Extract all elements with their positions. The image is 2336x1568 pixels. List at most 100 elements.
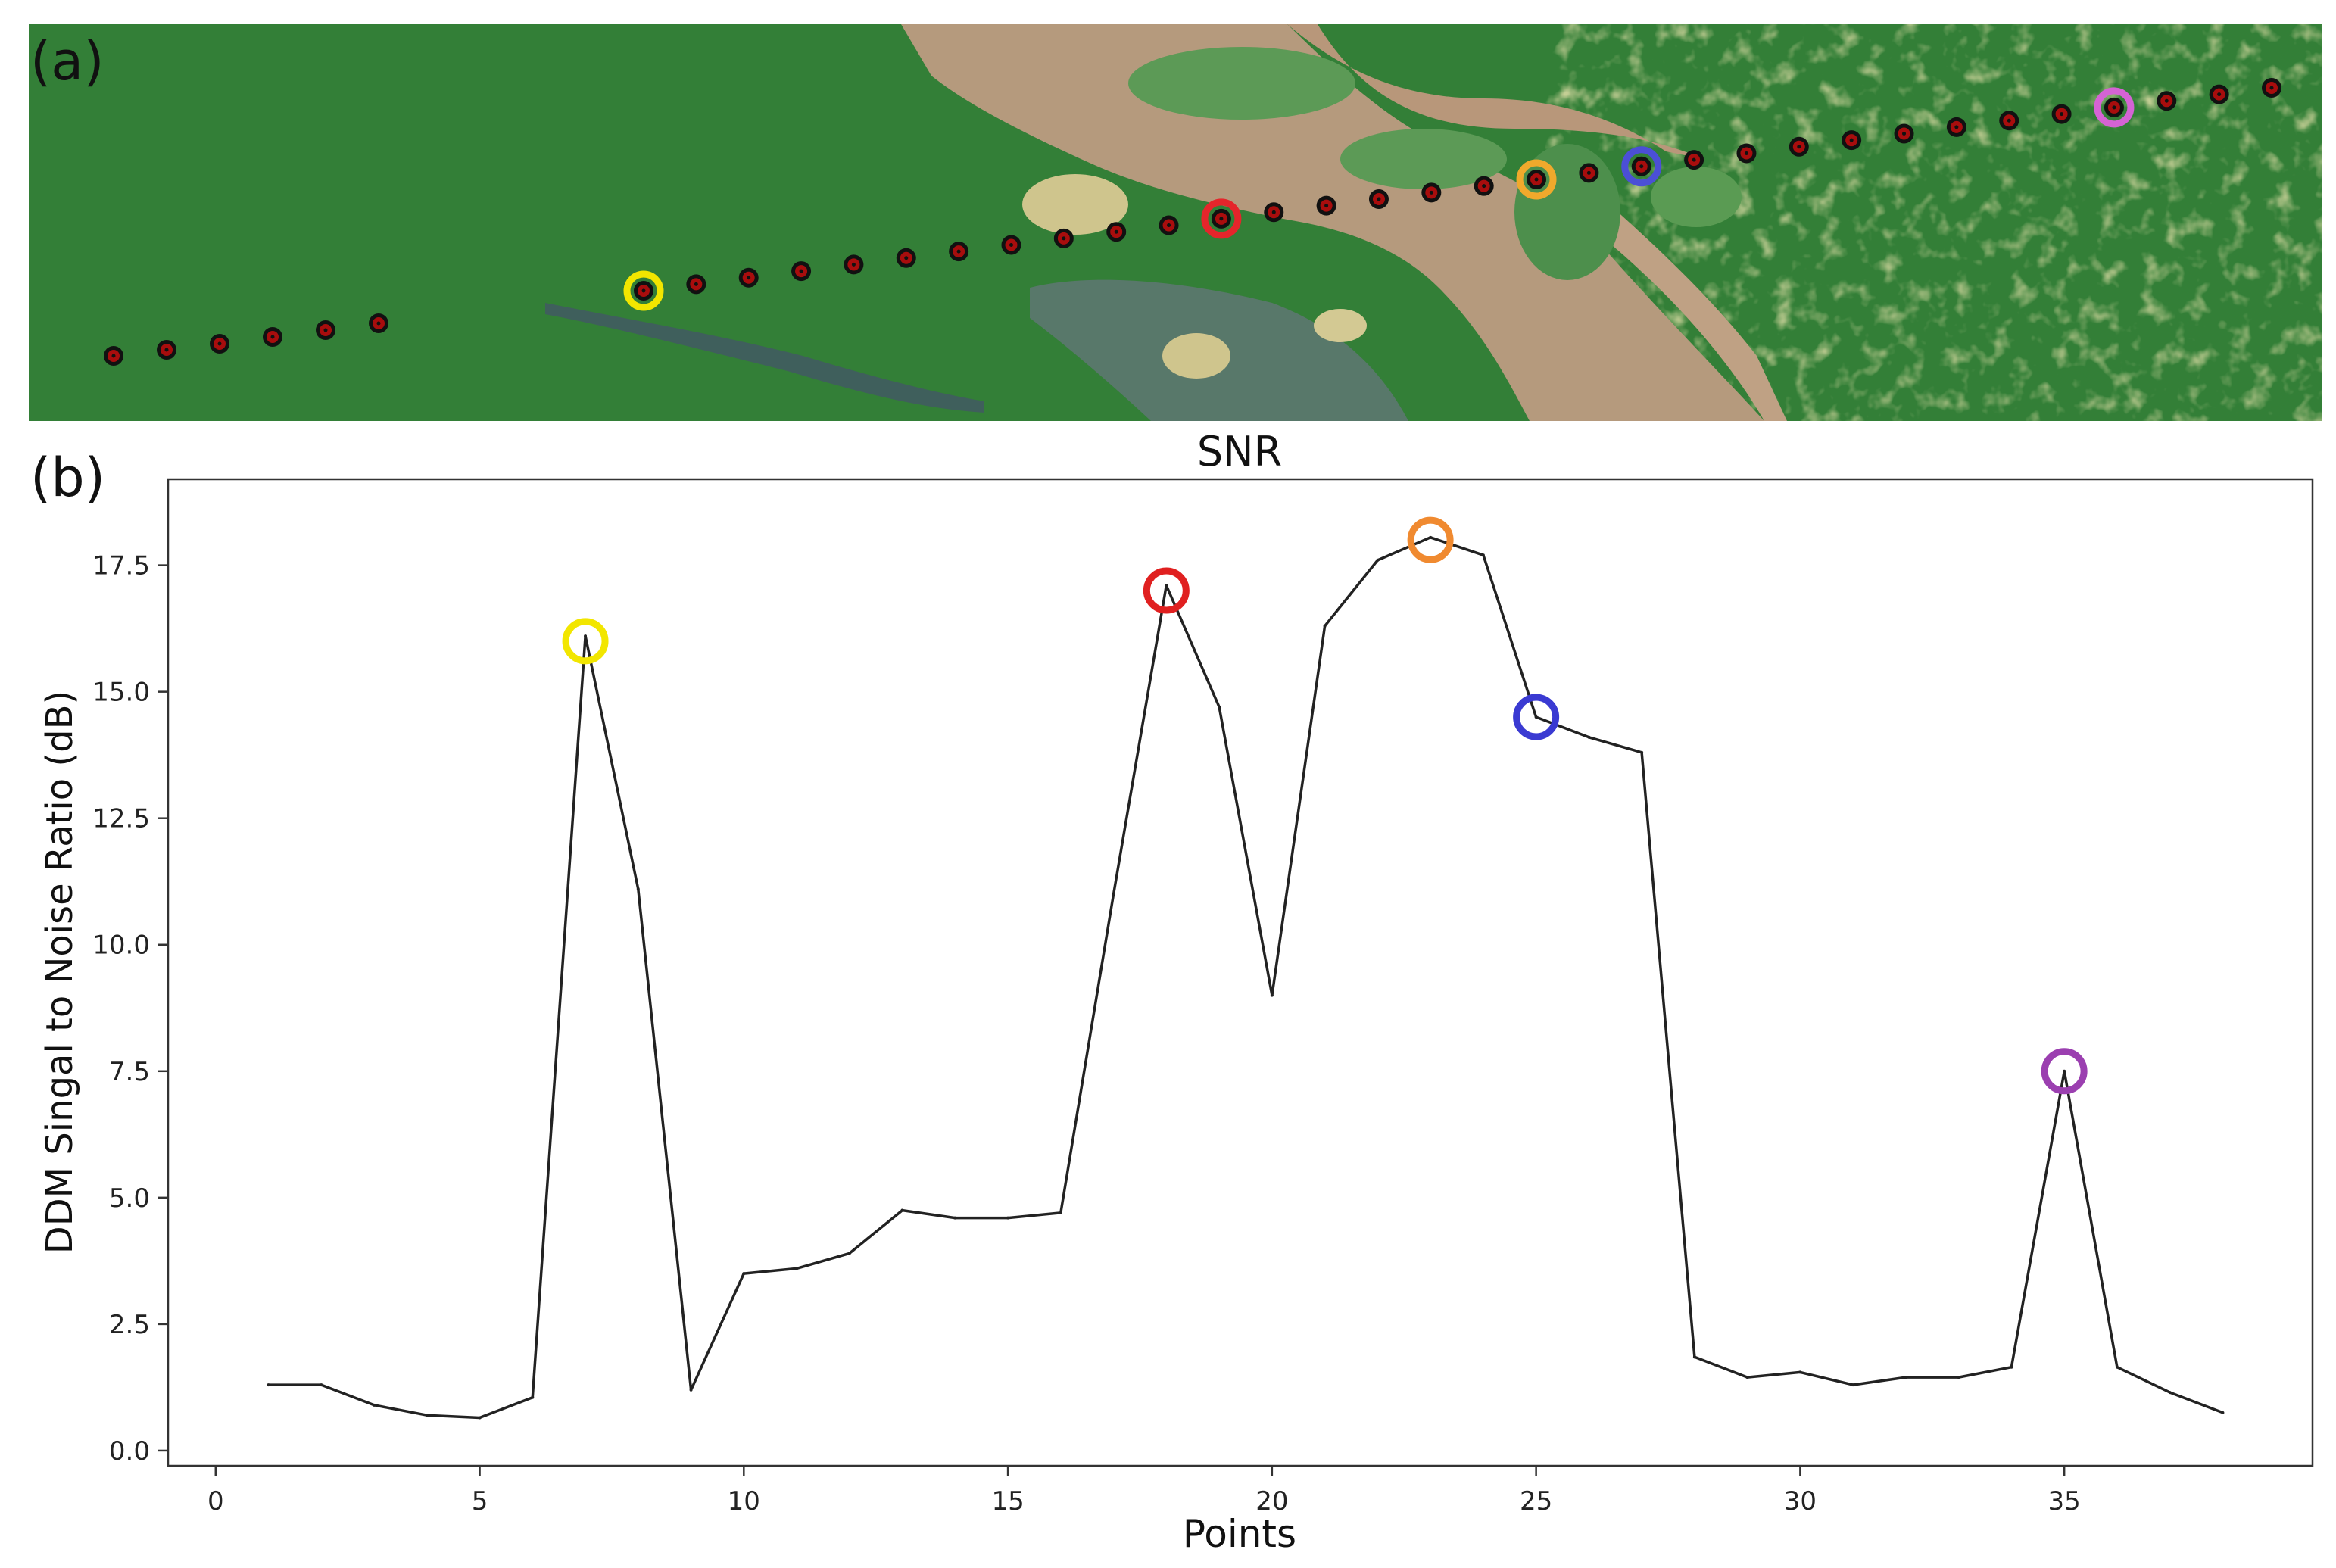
highlight-circle: [2041, 1048, 2088, 1095]
track-point-center: [1692, 157, 1696, 162]
track-point-center: [956, 249, 961, 254]
track-point-center: [323, 328, 328, 332]
snr-point: [1798, 1370, 1802, 1374]
snr-point: [1851, 1383, 1855, 1387]
snr-point: [320, 1383, 323, 1387]
snr-point: [1640, 750, 1644, 754]
ground-track-points: [104, 78, 2281, 366]
snr-point: [1429, 535, 1433, 539]
highlight-circle: [1513, 694, 1560, 740]
track-point-center: [1797, 145, 1801, 149]
chart-title: SNR: [1197, 428, 1282, 475]
track-point-center: [1482, 184, 1486, 189]
snr-point: [373, 1403, 376, 1407]
snr-point: [1112, 892, 1115, 896]
track-point-center: [1586, 170, 1591, 175]
snr-point: [953, 1216, 957, 1220]
panel-label-b: (b): [30, 447, 105, 509]
y-tick-label: 0.0: [109, 1436, 150, 1467]
snr-point: [478, 1416, 482, 1420]
x-tick-label: 0: [207, 1486, 224, 1517]
snr-point: [1904, 1376, 1907, 1379]
x-tick-label: 15: [991, 1486, 1024, 1517]
track-point-center: [904, 256, 909, 260]
snr-point: [847, 1252, 851, 1255]
snr-point: [1006, 1216, 1010, 1220]
track-point-center: [694, 282, 698, 286]
track-point-center: [1114, 229, 1118, 234]
map-sand-patch: [1314, 309, 1367, 342]
snr-point: [1481, 553, 1485, 557]
snr-point: [2115, 1365, 2119, 1369]
map-island: [1128, 47, 1355, 120]
track-point-center: [851, 262, 856, 267]
x-tick-label: 25: [1520, 1486, 1552, 1517]
y-tick-label: 17.5: [92, 551, 150, 581]
track-point-center: [270, 335, 275, 339]
snr-point: [2221, 1411, 2225, 1414]
snr-point: [2168, 1391, 2172, 1395]
highlight-markers: [562, 516, 2088, 1095]
track-point-center: [217, 341, 222, 346]
snr-point: [1692, 1355, 1696, 1359]
y-tick-label: 7.5: [109, 1057, 150, 1087]
snr-point: [1059, 1211, 1062, 1214]
snr-point: [1165, 584, 1168, 588]
track-point-center: [1167, 223, 1171, 228]
y-tick-label: 5.0: [109, 1183, 150, 1214]
track-point-center: [641, 288, 646, 293]
snr-data-points: [267, 535, 2225, 1420]
snr-series-line: [268, 536, 2224, 1420]
track-point-center: [2007, 118, 2011, 123]
snr-point: [1270, 993, 1274, 997]
x-tick-label: 20: [1255, 1486, 1288, 1517]
track-point-center: [2164, 98, 2169, 103]
track-point-center: [1902, 132, 1907, 136]
y-tick-label: 10.0: [92, 931, 150, 961]
y-axis: 0.0 2.5 5.0 7.5 10.0 12.5 15.0 17.5: [92, 551, 168, 1467]
map-sand-patch: [1022, 174, 1128, 235]
track-point-center: [1062, 236, 1066, 241]
highlight-circle: [1407, 516, 1454, 563]
track-point-center: [799, 269, 803, 273]
y-tick-label: 2.5: [109, 1310, 150, 1340]
snr-point: [584, 634, 588, 638]
track-highlight-ring: [1516, 159, 1557, 200]
snr-point: [742, 1272, 746, 1276]
snr-point: [1323, 624, 1327, 628]
track-point-center: [2217, 92, 2222, 97]
map-sand-patch: [1162, 333, 1230, 379]
track-highlight-ring: [623, 270, 664, 311]
map-river-channel-upper: [1287, 24, 1704, 159]
y-axis-label: DDM Singal to Noise Ratio (dB): [39, 690, 81, 1255]
x-tick-label: 30: [1784, 1486, 1817, 1517]
snr-point: [900, 1208, 904, 1212]
track-point-center: [1377, 197, 1381, 201]
plot-area-frame: [167, 478, 2314, 1467]
map-island: [1651, 167, 1742, 227]
y-tick-label: 15.0: [92, 678, 150, 708]
track-point-center: [1429, 190, 1433, 195]
track-point-center: [1639, 164, 1644, 169]
snr-point: [1218, 705, 1221, 709]
snr-point: [1957, 1376, 1960, 1379]
track-point-center: [111, 354, 116, 358]
map-island: [1340, 129, 1507, 189]
track-point-center: [1271, 210, 1276, 214]
x-axis: 0 5 10 15 20 25 30 35: [207, 1466, 2081, 1517]
map-estuary-water: [901, 24, 1764, 421]
satellite-map: [29, 24, 2322, 421]
track-point-center: [747, 276, 751, 280]
track-point-center: [164, 348, 169, 352]
snr-point: [267, 1383, 270, 1387]
track-point-center: [1219, 217, 1224, 221]
map-river-channel-lower: [1575, 174, 1787, 421]
track-highlight-ring: [1621, 146, 1662, 187]
snr-point: [531, 1395, 535, 1399]
snr-point: [636, 887, 640, 891]
snr-point: [2063, 1069, 2066, 1073]
snr-point: [1587, 735, 1591, 739]
panel-label-a: (a): [30, 30, 104, 92]
snr-point: [1534, 715, 1538, 719]
highlight-circle: [1143, 567, 1190, 614]
